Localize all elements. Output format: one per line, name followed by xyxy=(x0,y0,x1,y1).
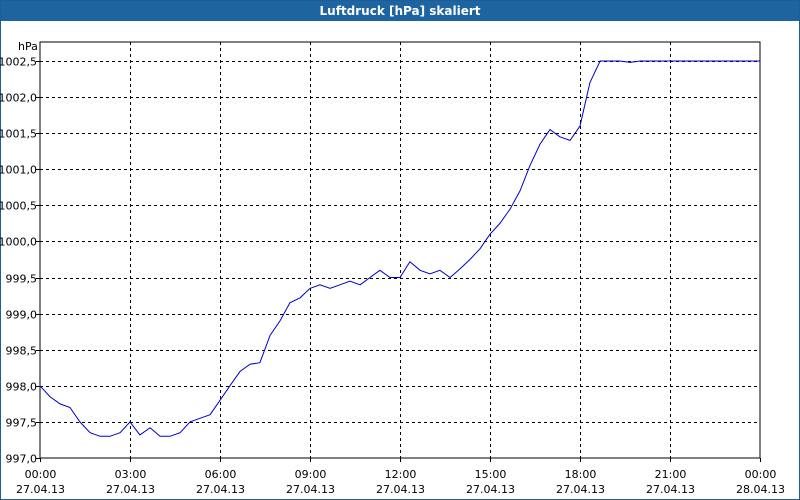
x-tick-time: 21:00 xyxy=(655,468,687,481)
x-tick-date: 27.04.13 xyxy=(286,483,335,496)
y-tick-label: 1002,0 xyxy=(0,92,37,105)
chart-title: Luftdruck [hPa] skaliert xyxy=(1,1,799,21)
y-tick-label: 998,0 xyxy=(6,381,38,394)
x-tick-time: 06:00 xyxy=(205,468,237,481)
y-tick-label: 999,0 xyxy=(6,309,38,322)
y-tick-label: 1000,0 xyxy=(0,236,37,249)
y-tick-label: 1001,5 xyxy=(0,128,37,141)
y-tick-label: 997,0 xyxy=(6,453,38,466)
x-tick-date: 27.04.13 xyxy=(196,483,245,496)
y-tick-label: 998,5 xyxy=(6,345,38,358)
x-tick-date: 27.04.13 xyxy=(106,483,155,496)
x-tick-time: 03:00 xyxy=(115,468,147,481)
x-tick-time: 00:00 xyxy=(25,468,57,481)
x-tick-time: 15:00 xyxy=(475,468,507,481)
x-tick-date: 27.04.13 xyxy=(646,483,695,496)
y-axis-label: hPa xyxy=(18,40,38,53)
x-tick-date: 28.04.13 xyxy=(736,483,785,496)
plot-area xyxy=(39,41,761,459)
y-tick-label: 1001,0 xyxy=(0,164,37,177)
x-tick-time: 18:00 xyxy=(565,468,597,481)
y-tick-label: 1000,5 xyxy=(0,200,37,213)
y-tick-label: 997,5 xyxy=(6,417,38,430)
x-tick-date: 27.04.13 xyxy=(466,483,515,496)
x-tick-time: 00:00 xyxy=(745,468,777,481)
x-tick-date: 27.04.13 xyxy=(16,483,65,496)
y-tick-label: 1002,5 xyxy=(0,56,37,69)
x-tick-time: 09:00 xyxy=(295,468,327,481)
x-tick-date: 27.04.13 xyxy=(556,483,605,496)
y-tick-label: 999,5 xyxy=(6,273,38,286)
series-line xyxy=(39,60,760,437)
x-tick-time: 12:00 xyxy=(385,468,417,481)
x-tick-date: 27.04.13 xyxy=(376,483,425,496)
